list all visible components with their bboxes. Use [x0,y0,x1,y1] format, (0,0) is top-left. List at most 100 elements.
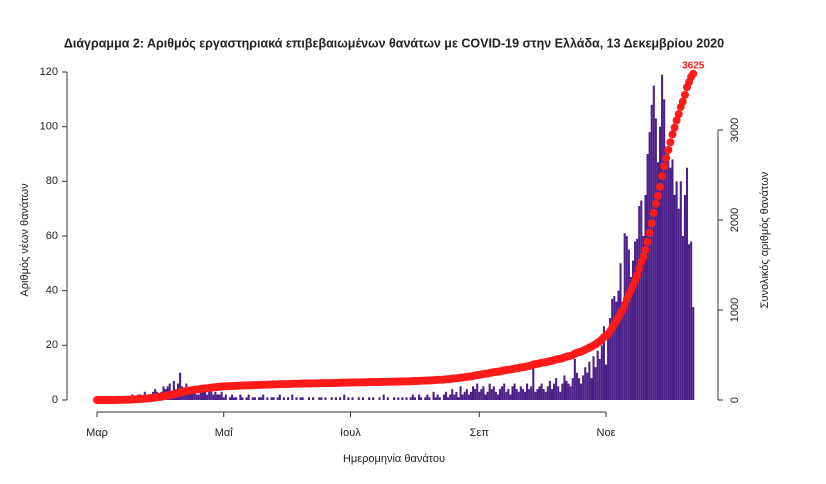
bar [646,154,649,400]
bar [220,391,223,400]
bar [266,397,269,400]
bar [208,391,211,400]
cumulative-point [658,172,667,181]
bar [496,394,500,400]
bar [343,394,346,400]
bar [480,389,483,400]
bar [258,397,261,400]
bar [563,375,566,400]
bar [613,296,616,400]
bar [330,397,333,400]
y-tick-label: 0 [52,394,58,406]
bar [511,386,514,400]
y-tick-label: 40 [46,285,58,297]
bar [540,383,543,400]
bar [432,391,435,400]
cumulative-point [643,237,652,246]
bar [199,391,202,400]
bar [405,397,408,400]
bar [611,298,614,400]
bar [318,397,321,400]
bar [640,200,643,400]
bar [592,356,595,400]
bar [191,391,194,400]
x-tick-label: Μαρ [86,427,108,439]
bar [490,389,493,400]
y2-tick-label: 0 [729,397,741,403]
bar [233,397,236,400]
bar [507,389,510,400]
bar [590,378,593,400]
bar [656,162,659,400]
bar [216,394,219,400]
bar [561,383,564,400]
bar [501,386,504,400]
x-tick-label: Ιουλ [340,427,361,439]
bar [642,236,645,400]
bar [206,394,209,400]
bar [474,389,477,400]
bar [573,359,576,400]
bar [361,397,364,400]
bar [393,397,396,400]
cumulative-point [668,130,677,139]
bar [417,394,421,400]
bar [548,380,551,400]
bar [189,389,192,400]
bar [692,307,695,400]
bar [291,394,294,400]
bar [557,386,560,400]
bar [469,391,472,400]
bar [685,167,689,400]
bar [661,74,664,400]
bar [241,397,244,400]
bar [465,389,468,400]
bar [224,394,227,400]
bar [665,151,668,400]
bar [528,389,531,400]
bar [679,181,682,400]
y2-tick-label: 3000 [729,118,741,142]
bar [459,386,462,400]
bar [652,85,655,401]
bar [471,386,475,400]
bar [397,397,400,400]
bar [301,397,304,400]
bar [617,290,620,400]
y-tick-label: 80 [46,175,58,187]
bar [260,397,263,400]
bar [673,195,676,400]
bar [675,181,678,400]
bar [368,397,371,400]
bar [334,397,337,400]
bar [619,263,622,400]
bar [179,372,182,400]
y-tick-label: 20 [46,339,58,351]
bar [638,205,641,400]
bar [600,345,603,400]
bar [245,397,248,400]
y2-axis-title: Συνολικός αριθμός θανάτων [759,171,771,308]
bar [488,383,491,400]
bar [457,397,460,400]
bar [320,397,323,400]
bar [688,244,691,400]
bar [210,389,213,400]
bar [577,378,581,400]
bar [201,389,204,400]
bar [515,389,518,400]
bar [486,391,489,400]
bar [621,312,624,400]
cumulative-point [645,229,654,238]
bar [517,391,520,400]
bar [654,118,657,400]
bar [683,195,686,400]
bar [436,394,439,400]
cumulative-point [666,138,675,147]
bar [339,397,342,400]
bar [555,378,558,400]
bar [532,367,535,400]
x-tick-label: Νοε [597,427,616,439]
bar [484,394,487,400]
